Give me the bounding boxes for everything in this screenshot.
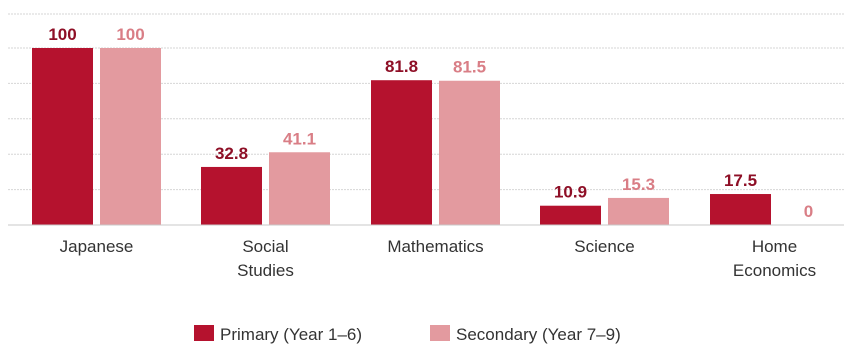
data-label: 100 — [48, 25, 76, 44]
bar-secondary — [269, 152, 330, 225]
legend-label: Primary (Year 1–6) — [220, 325, 362, 344]
data-label: 15.3 — [622, 175, 655, 194]
category-label: Japanese — [60, 237, 134, 256]
bar-primary — [201, 166, 262, 225]
data-label: 41.1 — [283, 129, 316, 148]
bar-primary — [540, 205, 601, 225]
data-label: 81.5 — [453, 58, 486, 77]
data-label: 32.8 — [215, 144, 248, 163]
bars — [32, 48, 771, 226]
data-label: 81.8 — [385, 57, 418, 76]
category-label: Mathematics — [387, 237, 483, 256]
bar-primary — [710, 194, 771, 225]
category-label: Economics — [733, 261, 816, 280]
category-label: Home — [752, 237, 797, 256]
value-labels: 100 100 32.8 41.1 81.8 81.5 10.9 15.3 17.5 0 — [48, 25, 813, 221]
legend: Primary (Year 1–6) Secondary (Year 7–9) — [194, 325, 621, 344]
data-label: 17.5 — [724, 171, 757, 190]
legend-label: Secondary (Year 7–9) — [456, 325, 621, 344]
data-label: 0 — [804, 202, 813, 221]
bar-secondary — [439, 80, 500, 226]
data-label: 10.9 — [554, 183, 587, 202]
category-label: Studies — [237, 261, 294, 280]
category-labels: Japanese Social Studies Mathematics Science H… — [60, 237, 816, 280]
bar-secondary — [608, 197, 669, 225]
bar-secondary — [100, 48, 161, 225]
category-label: Social — [242, 237, 288, 256]
bar-primary — [32, 48, 93, 225]
legend-swatch-secondary — [430, 325, 450, 341]
category-label: Science — [574, 237, 634, 256]
legend-swatch-primary — [194, 325, 214, 341]
bar-primary — [371, 80, 432, 226]
data-label: 100 — [116, 25, 144, 44]
